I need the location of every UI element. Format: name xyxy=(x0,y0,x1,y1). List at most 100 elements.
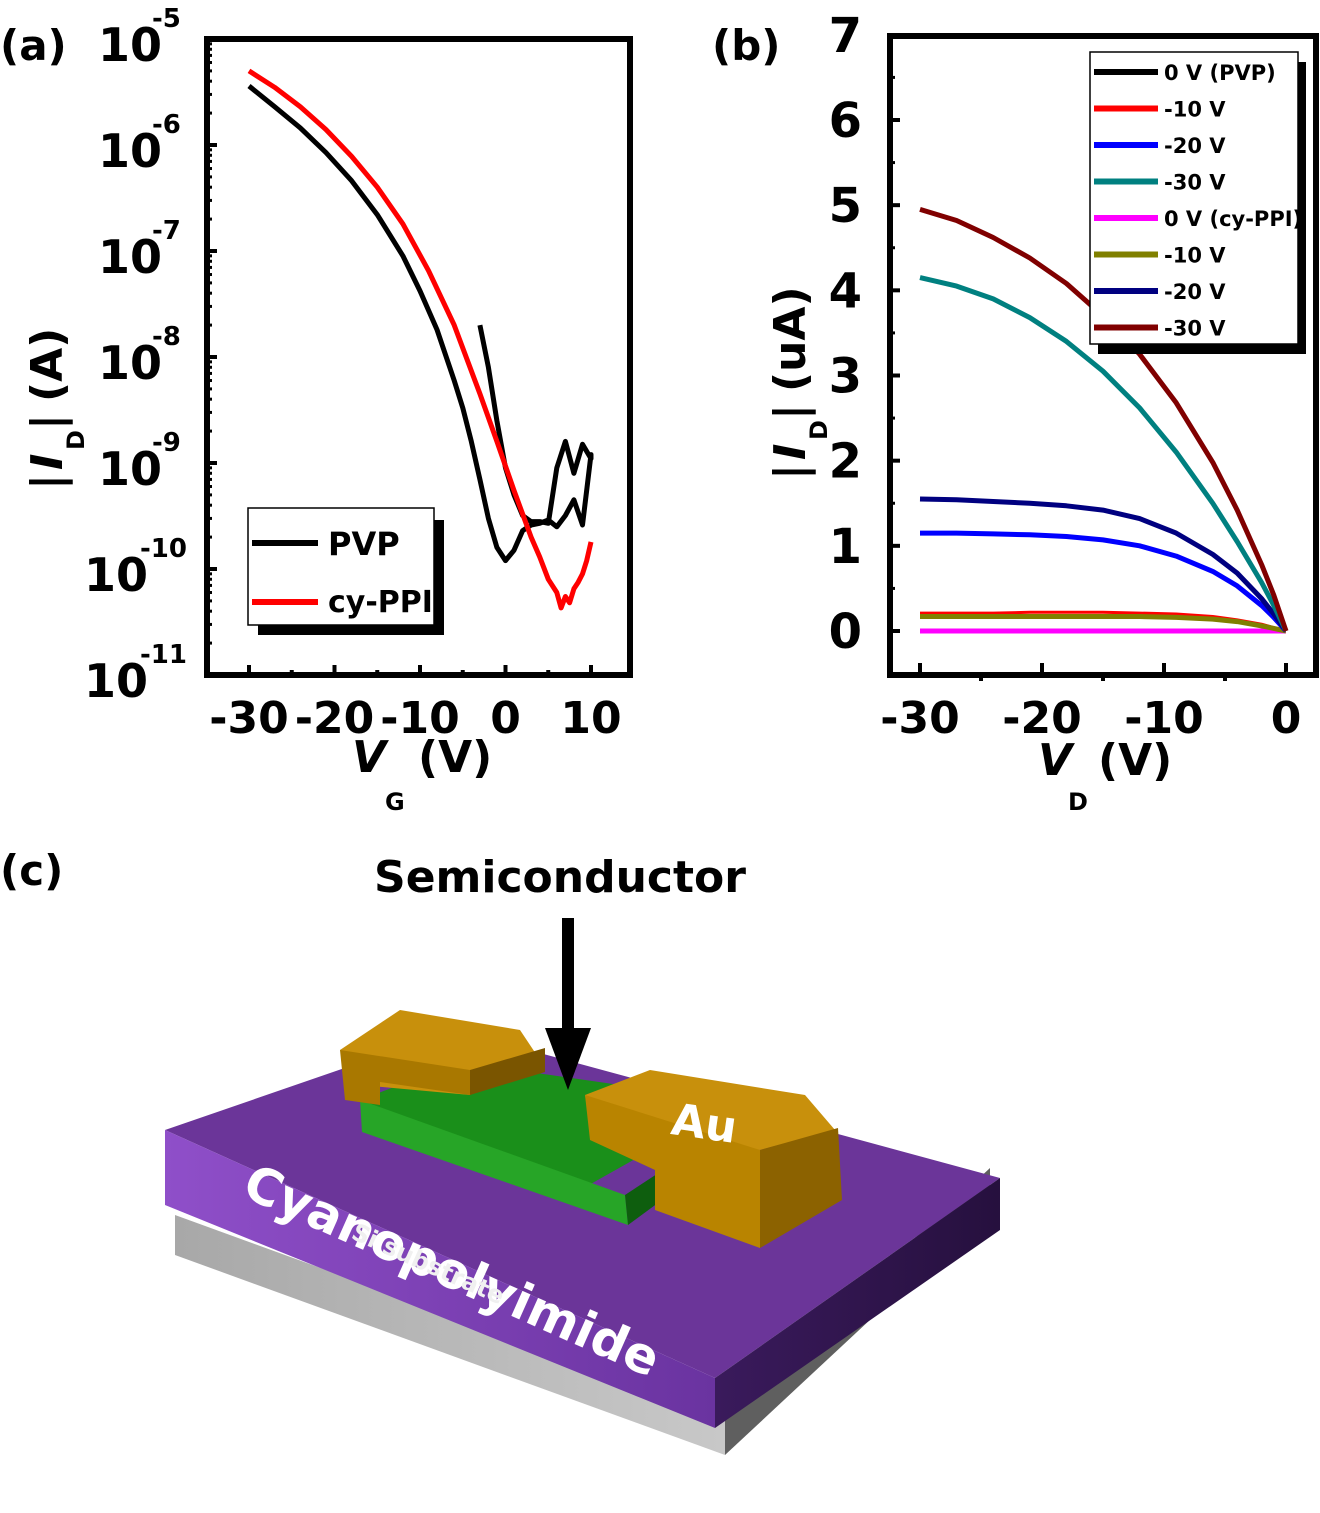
x-title-unit: (V) xyxy=(1098,735,1172,786)
y-tick-label: 4 xyxy=(829,263,862,319)
au-left-front xyxy=(340,1050,470,1105)
legend-label: -30 V xyxy=(1164,317,1226,341)
y-tick-label: 10-6 xyxy=(98,110,181,178)
transfer-x-axis-title: V G (V) xyxy=(352,732,492,816)
svg-text:10: 10 xyxy=(98,18,162,72)
y-tick-label: 0 xyxy=(829,604,862,660)
x-tick-label: -10 xyxy=(1124,693,1204,744)
legend-label-cyppi: cy-PPI xyxy=(328,585,433,620)
panel-a-label: (a) xyxy=(0,21,67,70)
svg-text:-9: -9 xyxy=(152,428,181,458)
svg-text:10: 10 xyxy=(98,336,162,390)
legend-label-pvp: PVP xyxy=(328,525,400,563)
x-tick-label: -10 xyxy=(380,693,460,744)
series-line-3 xyxy=(919,275,1289,633)
y-title-unit: (A) xyxy=(22,328,73,402)
series-line-pvp xyxy=(247,84,594,564)
legend-label: 0 V (cy-PPI) xyxy=(1164,207,1302,231)
legend-label: -30 V xyxy=(1164,171,1226,195)
output-x-axis-title: V D (V) xyxy=(1038,735,1172,816)
series-line-5 xyxy=(920,614,1287,634)
x-tick-label: 10 xyxy=(560,693,621,744)
x-title-sub: G xyxy=(385,788,405,816)
panel-b-label: (b) xyxy=(712,21,780,70)
svg-text:10: 10 xyxy=(98,124,162,178)
dielectric-front xyxy=(165,1130,715,1428)
transfer-plot-frame xyxy=(204,36,633,678)
x-tick-label: -30 xyxy=(880,693,960,744)
legend-label: -10 V xyxy=(1164,244,1226,268)
svg-text:-11: -11 xyxy=(140,640,187,670)
semiconductor-top xyxy=(360,1062,660,1190)
y-tick-label: 2 xyxy=(829,434,862,490)
semiconductor-side xyxy=(625,1172,662,1225)
svg-text:10: 10 xyxy=(84,548,148,602)
transfer-curves xyxy=(247,68,594,611)
output-curves xyxy=(919,207,1289,634)
series-line-2 xyxy=(920,530,1288,633)
legend-label: -10 V xyxy=(1164,98,1226,122)
svg-text:-6: -6 xyxy=(152,110,181,140)
x-title-unit: (V) xyxy=(418,732,492,783)
y-tick-label: 3 xyxy=(829,349,862,405)
x-tick-label: -20 xyxy=(295,693,375,744)
y-title-sub: D xyxy=(805,420,833,440)
y-tick-label: 10-11 xyxy=(84,640,187,708)
semiconductor-label: Semiconductor xyxy=(374,852,746,903)
x-tick-label: 0 xyxy=(490,693,521,744)
output-chart: -30 -20 -10 0 0 1 2 3 4 5 6 7 0 V (PVP) -10 V -20 V -3… xyxy=(765,8,1319,816)
transfer-axis-ticks: -30 -20 -10 0 1010-510-610-710-810-910-1010-… xyxy=(84,4,622,744)
svg-text:-5: -5 xyxy=(152,4,181,34)
y-title-bar-left: | xyxy=(22,474,73,490)
output-y-axis-title: | I D | (uA) xyxy=(765,286,833,480)
svg-text:-8: -8 xyxy=(152,322,181,352)
x-tick-label: -20 xyxy=(1002,693,1082,744)
semiconductor-front xyxy=(360,1100,628,1225)
y-tick-label: 10-10 xyxy=(84,534,187,602)
series-line-7 xyxy=(919,207,1289,632)
y-title-bar-right: | xyxy=(765,404,816,420)
y-tick-label: 10-7 xyxy=(98,216,181,284)
legend-box xyxy=(1089,51,1299,345)
y-tick-label: 1 xyxy=(829,519,862,575)
svg-text:-10: -10 xyxy=(140,534,187,564)
y-tick-label: 10-9 xyxy=(98,428,181,496)
transfer-legend: PVP cy-PPI xyxy=(247,507,444,635)
y-title-sub: D xyxy=(62,430,90,450)
au-right-side xyxy=(760,1128,842,1248)
x-tick-label: 0 xyxy=(1271,693,1302,744)
y-title-bar-right: | xyxy=(22,414,73,430)
substrate-front xyxy=(175,1215,725,1455)
arrow-head-icon xyxy=(545,1028,591,1090)
au-left-side xyxy=(470,1048,545,1095)
panel-c-label: (c) xyxy=(0,846,63,895)
svg-text:10: 10 xyxy=(98,230,162,284)
legend-label: -20 V xyxy=(1164,280,1226,304)
x-title-sub: D xyxy=(1068,788,1088,816)
output-legend: 0 V (PVP) -10 V -20 V -30 V 0 V (cy-PPI) -10 … xyxy=(1089,51,1306,354)
svg-text:10: 10 xyxy=(98,442,162,496)
transfer-chart: -30 -20 -10 0 1010-510-610-710-810-910-1010-… xyxy=(22,4,633,816)
y-tick-label: 7 xyxy=(829,8,862,64)
x-title-main: V xyxy=(352,732,389,783)
y-title-main: I xyxy=(22,454,73,470)
y-tick-label: 10-8 xyxy=(98,322,181,390)
series-line-6 xyxy=(919,496,1289,633)
legend-label: 0 V (PVP) xyxy=(1164,61,1276,85)
x-title-main: V xyxy=(1038,735,1075,786)
y-tick-label: 5 xyxy=(829,178,862,234)
legend-box xyxy=(247,507,435,626)
svg-text:10: 10 xyxy=(84,654,148,708)
y-title-bar-left: | xyxy=(765,464,816,480)
dielectric-side xyxy=(715,1178,1000,1428)
x-tick-label: -30 xyxy=(209,693,289,744)
y-tick-label: 6 xyxy=(829,93,862,149)
series-line-cy-ppi xyxy=(247,68,594,611)
au-right-front xyxy=(585,1095,760,1248)
y-tick-label: 10-5 xyxy=(98,4,181,72)
legend-label: -20 V xyxy=(1164,134,1226,158)
transfer-y-axis-title: | I D | (A) xyxy=(22,328,90,490)
device-diagram: Semiconductor Au Cyanopolyimide Si subst… xyxy=(165,852,1000,1455)
y-title-main: I xyxy=(765,444,816,460)
au-label: Au xyxy=(668,1094,740,1154)
